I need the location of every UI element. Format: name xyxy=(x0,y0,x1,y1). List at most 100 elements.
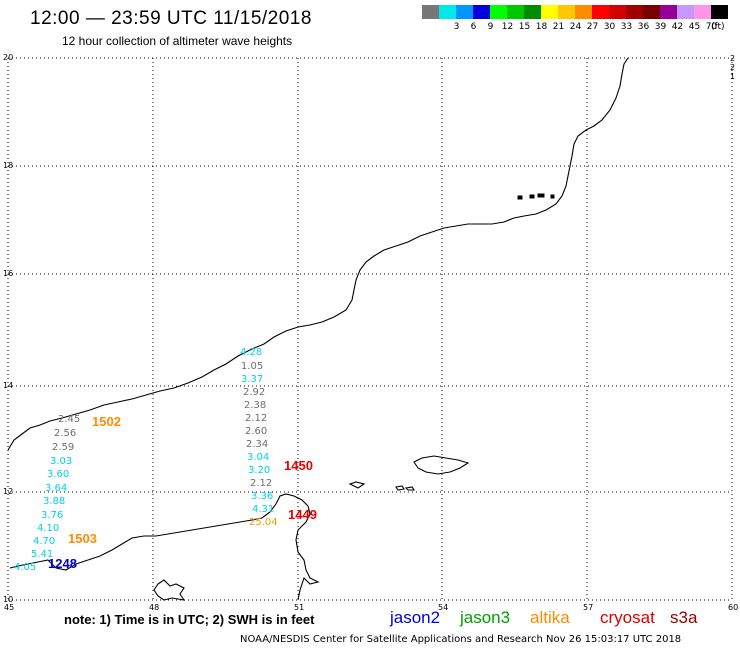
socotra-island xyxy=(413,455,470,475)
corner-mark: 2 xyxy=(730,63,736,72)
scale-swatch xyxy=(541,5,558,19)
page-title: 12:00 — 23:59 UTC 11/15/2018 xyxy=(30,8,312,29)
wave-height-value: 2.34 xyxy=(246,439,269,450)
page-subtitle: 12 hour collection of altimeter wave hei… xyxy=(62,34,293,48)
wave-height-value: 4.10 xyxy=(37,523,60,534)
scale-swatch xyxy=(575,5,592,19)
scale-swatch xyxy=(609,5,626,19)
wave-height-value: 25.04 xyxy=(249,517,278,528)
wave-height-value: 4.70 xyxy=(33,536,56,547)
satellite-legend-s3a: s3a xyxy=(670,608,698,627)
scale-swatch xyxy=(524,5,541,19)
scale-swatch xyxy=(711,5,728,19)
pass-time-label: 1502 xyxy=(92,414,121,429)
scale-swatch xyxy=(456,5,473,19)
scale-label: 6 xyxy=(470,22,477,32)
coastal-island-cluster xyxy=(153,579,186,601)
scale-swatch xyxy=(422,5,439,19)
satellite-legend-cryosat: cryosat xyxy=(600,608,655,627)
pass-time-label: 1503 xyxy=(68,531,97,546)
satellite-legend-jason3: jason3 xyxy=(460,608,511,627)
wave-height-value: 4.31 xyxy=(252,504,275,515)
wave-height-value: 3.64 xyxy=(45,483,68,494)
somali-coastline xyxy=(9,493,320,601)
scale-swatch xyxy=(490,5,507,19)
latitude-tick-label: 14 xyxy=(3,381,14,390)
satellite-legend-jason2: jason2 xyxy=(390,608,441,627)
wave-height-value: 3.03 xyxy=(50,456,73,467)
longitude-tick-label: 45 xyxy=(4,603,15,612)
scale-swatch xyxy=(592,5,609,19)
scale-label: 39 xyxy=(654,22,667,32)
scale-label: 24 xyxy=(569,22,582,32)
wave-height-value: 3.88 xyxy=(43,496,66,507)
scale-label: 27 xyxy=(586,22,599,32)
scale-swatch xyxy=(694,5,711,19)
wave-height-value: 2.59 xyxy=(52,442,75,453)
scale-label: 3 xyxy=(453,22,460,32)
scale-label: 45 xyxy=(688,22,701,32)
wave-height-value: 2.12 xyxy=(245,413,268,424)
scale-label: 33 xyxy=(620,22,633,32)
scale-unit-label: (ft) xyxy=(711,22,725,32)
longitude-tick-label: 48 xyxy=(149,603,160,612)
credit-footer: NOAA/NESDIS Center for Satellite Applica… xyxy=(240,634,682,645)
scale-label: 12 xyxy=(501,22,514,32)
scale-label: 15 xyxy=(518,22,531,32)
scale-label: 30 xyxy=(603,22,616,32)
scale-swatch xyxy=(677,5,694,19)
wave-height-value: 3.76 xyxy=(41,510,64,521)
kuria-muria-islands xyxy=(517,193,555,200)
wave-height-value: 4.28 xyxy=(240,347,263,358)
wave-height-value: 3.60 xyxy=(47,469,70,480)
latitude-tick-label: 10 xyxy=(3,595,14,604)
scale-label: 42 xyxy=(671,22,684,32)
satellite-legend-altika: altika xyxy=(530,608,570,627)
latitude-tick-label: 18 xyxy=(3,161,14,170)
longitude-tick-label: 57 xyxy=(583,603,594,612)
scale-label: 18 xyxy=(535,22,548,32)
pass-time-label: 1449 xyxy=(288,507,317,522)
latitude-tick-label: 20 xyxy=(3,53,14,62)
wave-height-value: 2.56 xyxy=(54,428,77,439)
wave-height-value: 2.12 xyxy=(250,478,273,489)
abd-al-kuri-island xyxy=(348,481,366,489)
scale-swatch xyxy=(660,5,677,19)
scale-swatch xyxy=(558,5,575,19)
wave-height-value: 2.92 xyxy=(243,387,266,398)
wave-height-value: 3.04 xyxy=(247,452,270,463)
wave-height-value: 5.41 xyxy=(31,549,54,560)
color-scale-legend: 3 6 9 12 15 18 21 24 27 30 33 36 39 42 45 70 xyxy=(422,5,732,37)
scale-swatch xyxy=(507,5,524,19)
wave-height-value: 3.20 xyxy=(248,465,271,476)
wave-height-value: 2.45 xyxy=(58,414,81,425)
scale-label: 9 xyxy=(487,22,494,32)
longitude-tick-label: 51 xyxy=(294,603,305,612)
arabian-peninsula-coastline xyxy=(7,57,629,451)
scale-swatch xyxy=(473,5,490,19)
wave-height-value: 3.36 xyxy=(251,491,274,502)
scale-label: 21 xyxy=(552,22,565,32)
scale-label: 70 xyxy=(705,22,718,32)
scale-swatch xyxy=(439,5,456,19)
corner-mark: 1 xyxy=(730,72,736,81)
units-note: note: 1) Time is in UTC; 2) SWH is in fe… xyxy=(64,612,315,627)
scale-label: 36 xyxy=(637,22,650,32)
wave-height-value: 1.05 xyxy=(241,361,264,372)
pass-time-label: 1450 xyxy=(284,458,313,473)
corner-mark: 2 xyxy=(730,54,736,63)
longitude-tick-label: 60 xyxy=(728,603,739,612)
scale-swatch xyxy=(626,5,643,19)
latitude-tick-label: 16 xyxy=(3,269,14,278)
lat-lon-grid xyxy=(7,57,733,601)
longitude-tick-label: 54 xyxy=(438,603,449,612)
wave-height-value: 2.38 xyxy=(244,400,267,411)
scale-swatch xyxy=(643,5,660,19)
samhah-island xyxy=(395,485,416,491)
wave-height-value: 3.37 xyxy=(241,374,264,385)
wave-height-value: 2.60 xyxy=(245,426,268,437)
latitude-tick-label: 12 xyxy=(3,487,14,496)
pass-time-label: 1248 xyxy=(48,556,77,571)
wave-height-value: 4.05 xyxy=(14,562,37,573)
